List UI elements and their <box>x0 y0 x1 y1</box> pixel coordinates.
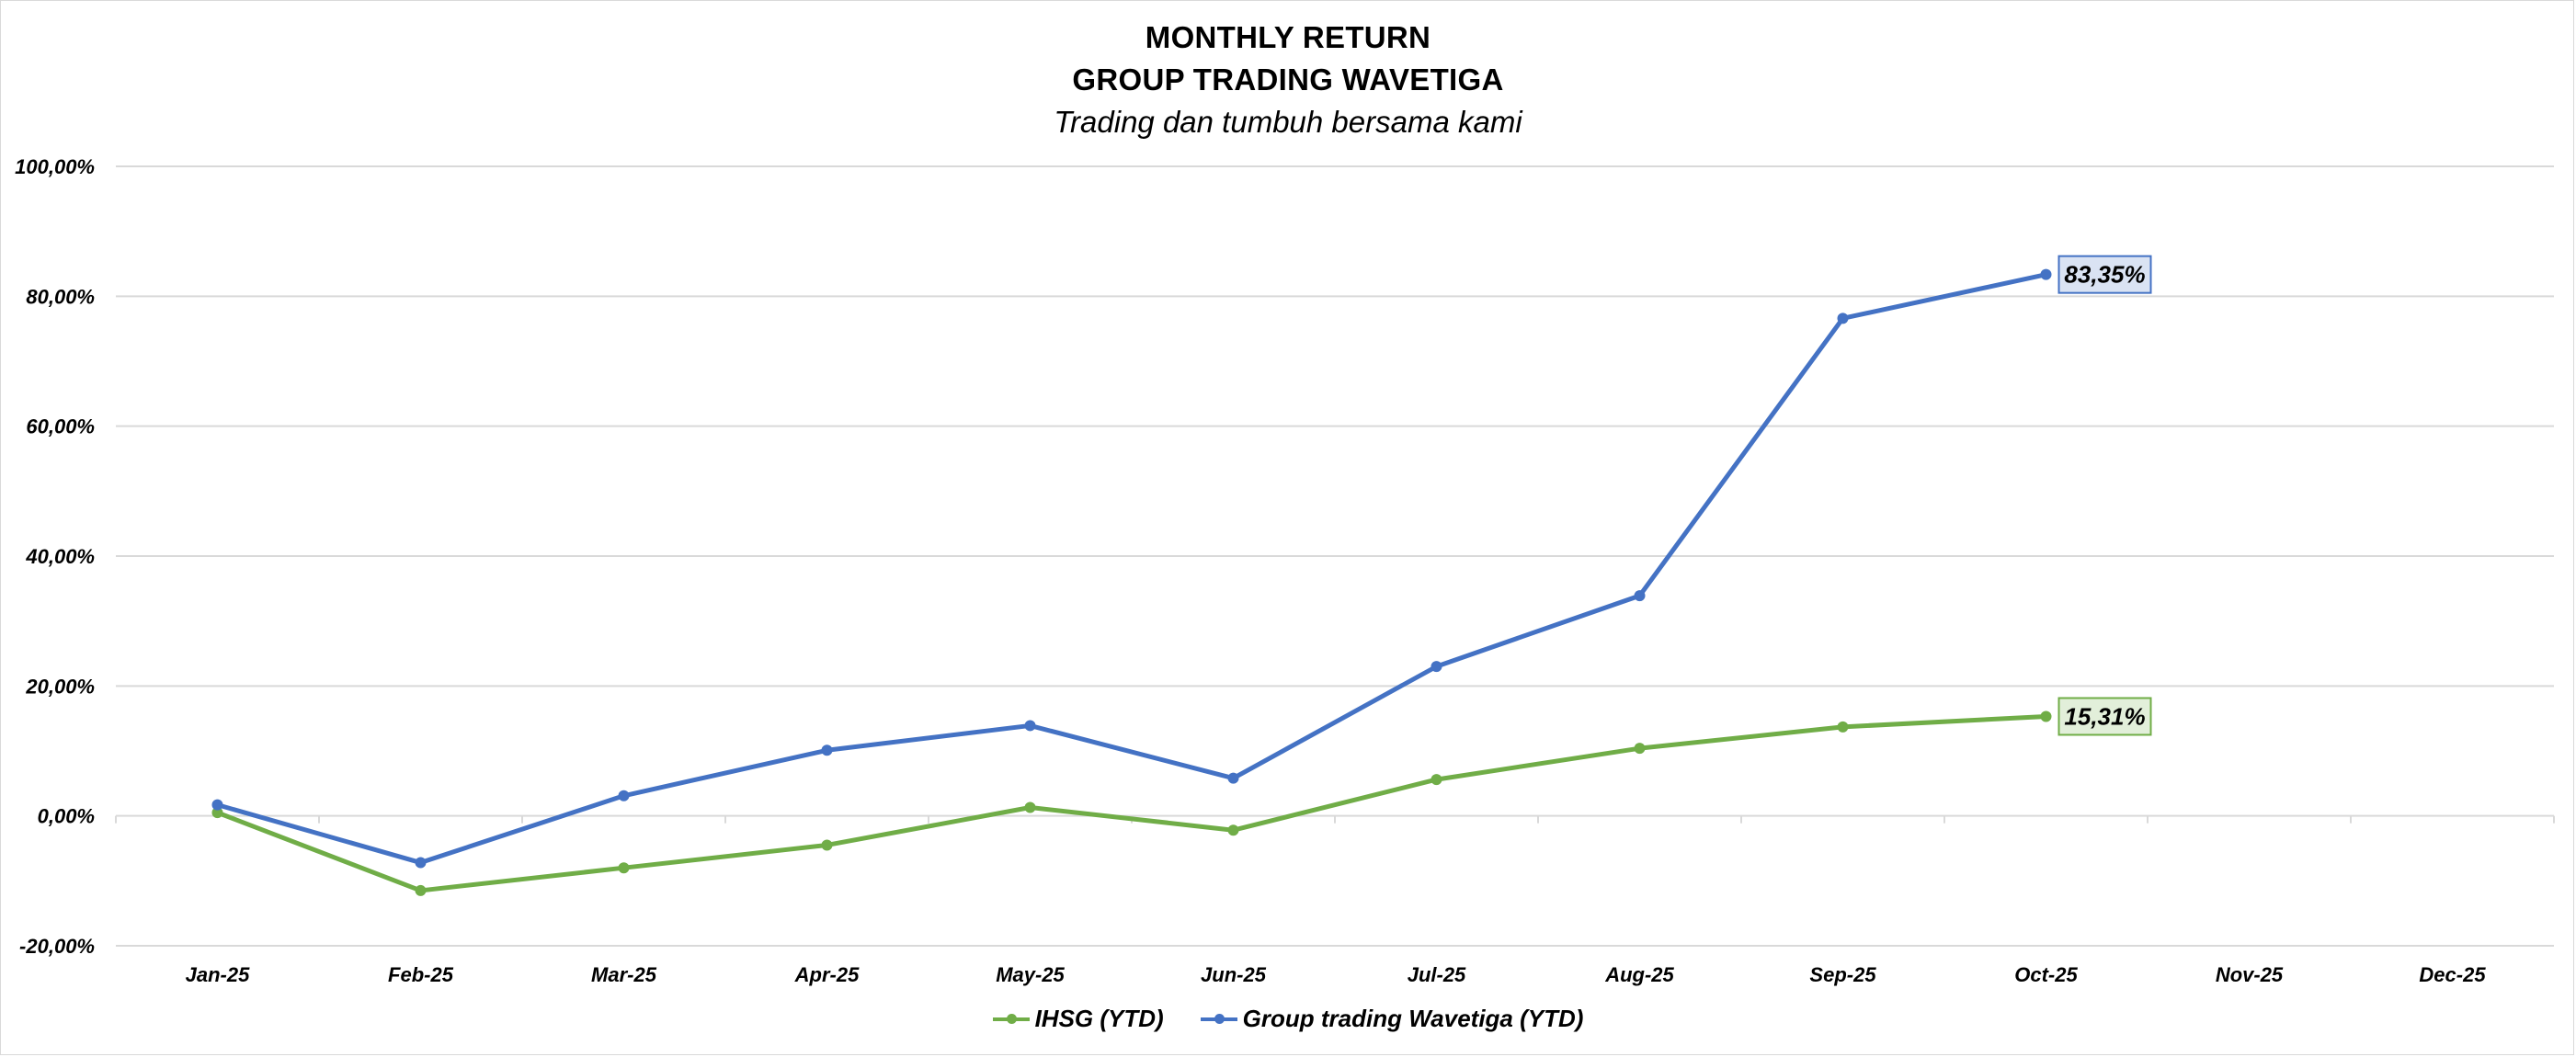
data-point <box>618 790 630 801</box>
legend-swatch-wavetiga <box>1200 1013 1237 1024</box>
data-point <box>1024 801 1036 813</box>
data-point <box>2040 268 2052 280</box>
data-point <box>2040 710 2052 722</box>
y-tick-label: 40,00% <box>25 545 95 568</box>
data-label: 15,31% <box>2064 702 2145 730</box>
x-tick-label: Sep-25 <box>1809 963 1876 986</box>
x-tick-label: Dec-25 <box>2419 963 2486 986</box>
data-label-box <box>2057 697 2152 736</box>
data-point <box>821 744 833 756</box>
legend-swatch-ihsg <box>992 1013 1030 1024</box>
data-label: 83,35% <box>2064 261 2145 289</box>
data-point <box>211 799 223 811</box>
data-point <box>1024 720 1036 732</box>
data-point <box>618 862 630 874</box>
series-line <box>215 272 2048 866</box>
x-tick-label: Oct-25 <box>2014 963 2078 986</box>
data-point <box>415 884 427 896</box>
data-point <box>1634 743 1646 755</box>
x-tick-label: Apr-25 <box>794 963 860 986</box>
data-point <box>1837 721 1849 733</box>
data-point <box>415 857 427 869</box>
x-tick-label: May-25 <box>996 963 1065 986</box>
y-axis: -20,00% 0,00% 20,00% 40,00% 60,00% 80,00% 100,… <box>15 155 95 958</box>
chart-title-line2: GROUP TRADING WAVETIGA <box>1072 63 1504 97</box>
x-tick-label: Aug-25 <box>1604 963 1674 986</box>
x-tick-label: Feb-25 <box>388 963 454 986</box>
chart-title: MONTHLY RETURN <box>1145 20 1431 54</box>
chart-title-block: MONTHLY RETURN GROUP TRADING WAVETIGA Tr… <box>0 17 2576 143</box>
legend-label-wavetiga: Group trading Wavetiga (YTD) <box>1242 1005 1584 1032</box>
chart-subtitle: Trading dan tumbuh bersama kami <box>1054 105 1522 139</box>
y-tick-label: 80,00% <box>26 285 95 308</box>
legend-label-ihsg: IHSG (YTD) <box>1034 1005 1164 1032</box>
series-line <box>215 713 2048 893</box>
y-tick-label: 100,00% <box>15 155 95 178</box>
series-layer <box>211 268 2052 896</box>
data-point <box>1227 824 1239 836</box>
x-tick-label: Mar-25 <box>591 963 657 986</box>
data-point <box>821 839 833 851</box>
data-point <box>1430 661 1442 673</box>
data-label-box <box>2057 255 2152 294</box>
x-tick-label: Nov-25 <box>2216 963 2284 986</box>
x-tick-label: Jan-25 <box>186 963 250 986</box>
data-point <box>211 807 223 819</box>
y-tick-label: 20,00% <box>25 675 95 698</box>
data-point <box>1634 590 1646 602</box>
legend-item-ihsg[interactable]: IHSG (YTD) <box>992 1005 1164 1033</box>
gridlines <box>116 165 2554 947</box>
y-tick-label: 0,00% <box>38 805 95 828</box>
y-tick-label: -20,00% <box>19 935 95 958</box>
data-point <box>1227 772 1239 784</box>
x-tick-label: Jul-25 <box>1408 963 1466 986</box>
legend-item-wavetiga[interactable]: Group trading Wavetiga (YTD) <box>1200 1005 1584 1033</box>
data-point <box>1837 313 1849 324</box>
legend: IHSG (YTD) Group trading Wavetiga (YTD) <box>0 1005 2576 1033</box>
data-point <box>1430 774 1442 786</box>
data-labels: 15,31% 83,35% <box>2057 255 2152 736</box>
y-tick-label: 60,00% <box>26 415 95 438</box>
x-tick-label: Jun-25 <box>1201 963 1267 986</box>
